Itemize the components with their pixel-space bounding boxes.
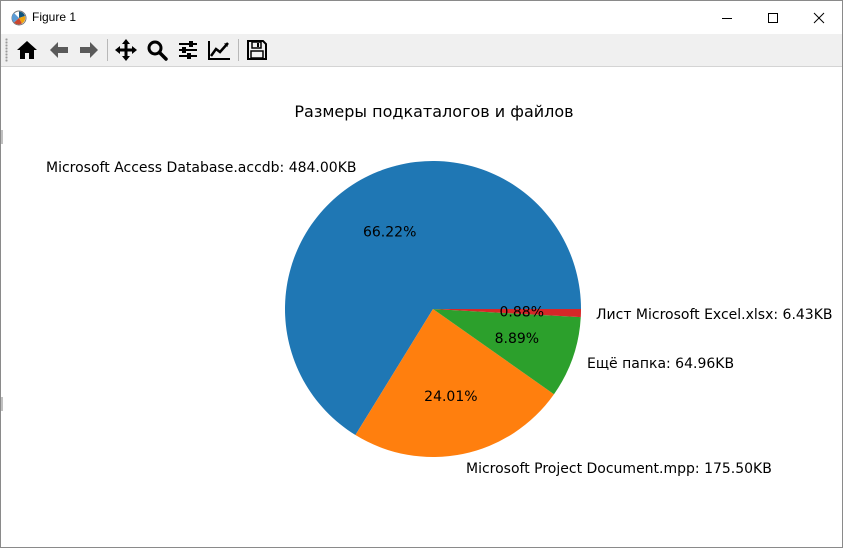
pan-move-icon <box>115 39 137 61</box>
zoom-magnifier-icon <box>147 40 168 61</box>
toolbar-separator <box>107 39 108 61</box>
pie-slice <box>355 309 554 457</box>
slice-percent-label: 24.01% <box>424 389 477 405</box>
pie-chart: 66.22% Microsoft Access Database.accdb: 4… <box>46 160 833 477</box>
slice-percent-label: 8.89% <box>495 331 539 347</box>
minimize-icon <box>722 17 732 19</box>
slice-label: Microsoft Access Database.accdb: 484.00K… <box>46 160 356 176</box>
save-floppy-icon <box>247 40 267 60</box>
toolbar-grip[interactable] <box>5 38 8 62</box>
toolbar-separator <box>238 39 239 61</box>
title-bar[interactable]: Figure 1 <box>1 1 842 34</box>
navigation-toolbar <box>1 34 842 67</box>
window-title: Figure 1 <box>32 10 77 24</box>
matplotlib-logo-icon <box>11 10 27 26</box>
forward-button[interactable] <box>76 37 102 63</box>
slice-label: Microsoft Project Document.mpp: 175.50KB <box>466 461 772 477</box>
back-arrow-icon <box>50 42 68 58</box>
back-button[interactable] <box>46 37 72 63</box>
figure-canvas[interactable]: Размеры подкаталогов и файлов 66.22% Micr… <box>1 67 842 547</box>
pie-slice <box>433 309 581 395</box>
pie-slice <box>285 161 581 436</box>
chart-title: Размеры подкаталогов и файлов <box>294 102 573 121</box>
save-button[interactable] <box>244 37 270 63</box>
pan-button[interactable] <box>113 37 139 63</box>
pie-slice <box>433 309 581 318</box>
zoom-button[interactable] <box>144 37 170 63</box>
forward-arrow-icon <box>80 42 98 58</box>
close-button[interactable] <box>796 1 842 34</box>
maximize-button[interactable] <box>750 1 796 34</box>
home-icon <box>17 41 37 59</box>
window-edge-mark <box>1 130 3 144</box>
slice-label: Ещё папка: 64.96KB <box>587 356 734 372</box>
minimize-button[interactable] <box>704 1 750 34</box>
slice-percent-label: 66.22% <box>363 224 416 240</box>
subplots-sliders-icon <box>179 41 197 59</box>
home-button[interactable] <box>14 37 40 63</box>
edit-axes-line-icon <box>208 41 230 60</box>
window-edge-mark <box>1 397 3 411</box>
edit-axes-button[interactable] <box>206 37 232 63</box>
close-icon <box>813 12 825 23</box>
slice-label: Лист Microsoft Excel.xlsx: 6.43KB <box>596 307 833 323</box>
configure-subplots-button[interactable] <box>175 37 201 63</box>
slice-percent-label: 0.88% <box>500 304 544 320</box>
maximize-icon <box>768 12 778 23</box>
